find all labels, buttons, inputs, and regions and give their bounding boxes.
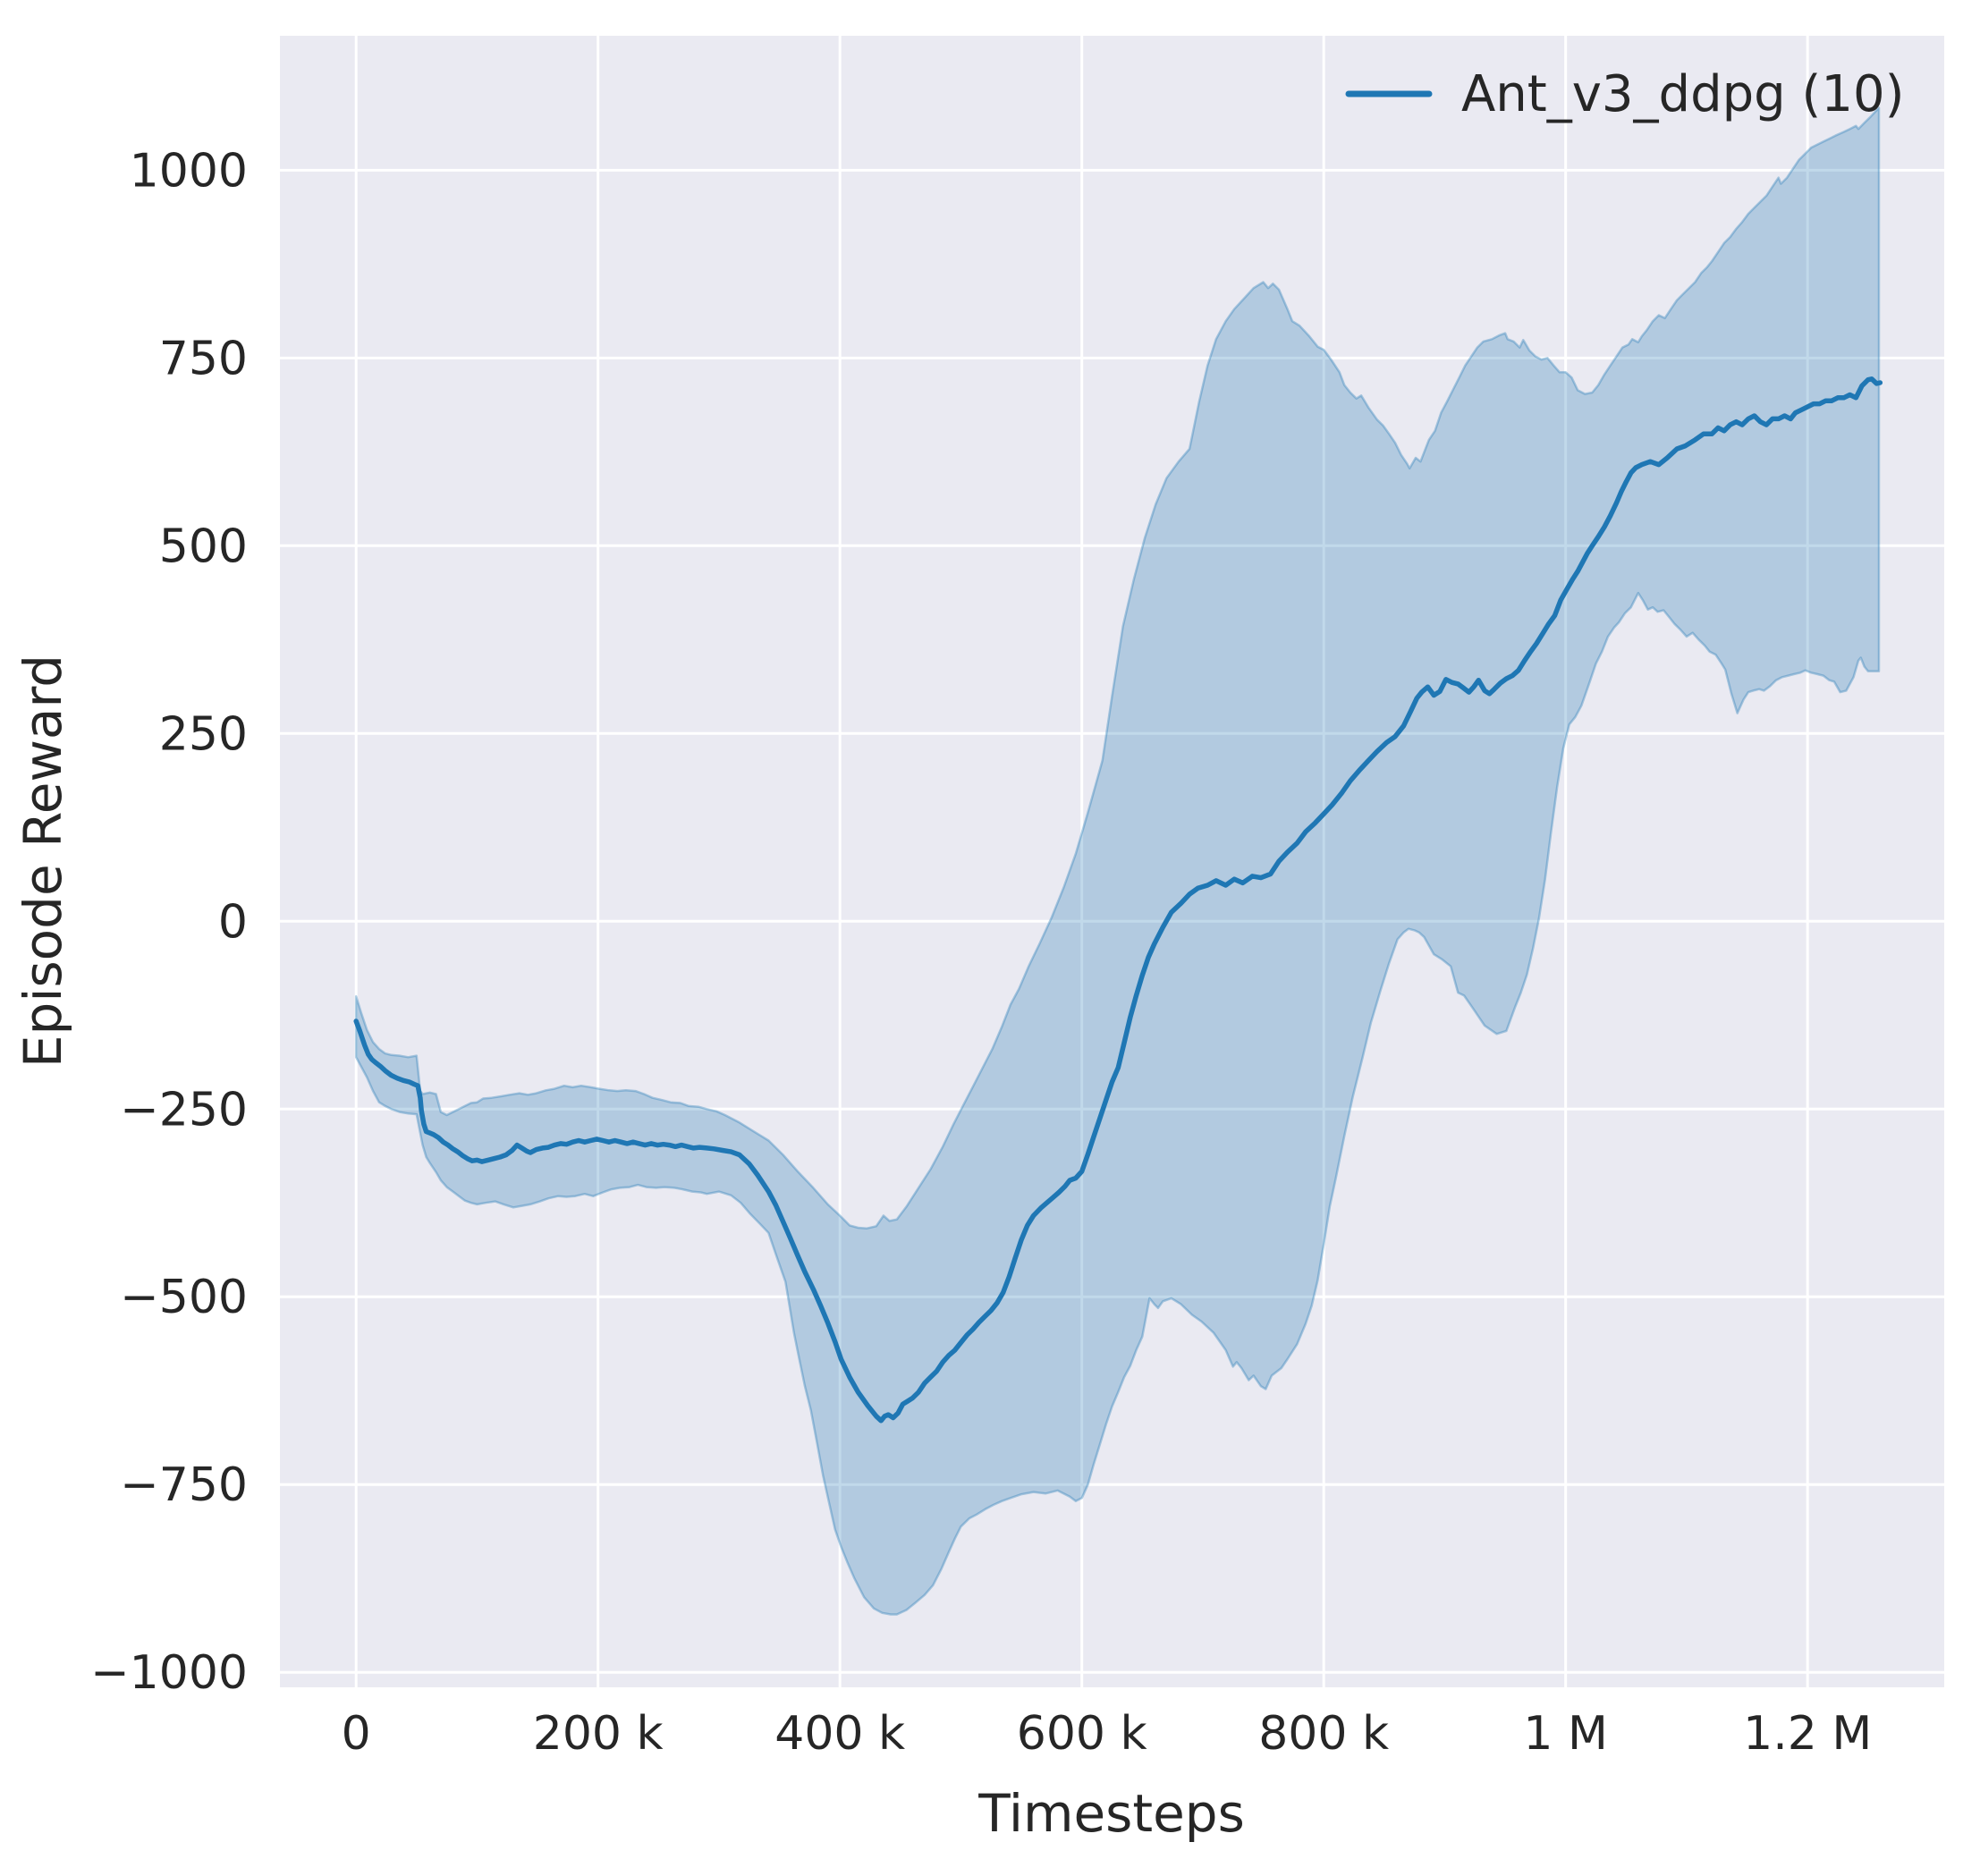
x-tick-label: 800 k bbox=[1258, 1707, 1389, 1761]
x-tick-label: 600 k bbox=[1017, 1707, 1147, 1761]
x-tick-label: 1.2 M bbox=[1743, 1707, 1872, 1761]
y-tick-label: 1000 bbox=[130, 144, 248, 198]
y-tick-label: −250 bbox=[120, 1083, 248, 1137]
confidence-band bbox=[354, 106, 1881, 1616]
x-tick-label: 200 k bbox=[533, 1707, 664, 1761]
x-tick-label: 400 k bbox=[774, 1707, 905, 1761]
y-tick-label: 250 bbox=[159, 707, 248, 761]
x-axis-label: Timesteps bbox=[977, 1783, 1245, 1844]
legend-label: Ant_v3_ddpg (10) bbox=[1461, 65, 1904, 123]
y-tick-label: −500 bbox=[120, 1271, 248, 1324]
y-axis-label: Episode Reward bbox=[13, 655, 73, 1068]
plot-background bbox=[280, 36, 1944, 1687]
y-tick-label: 500 bbox=[159, 520, 248, 573]
y-tick-label: −1000 bbox=[90, 1646, 248, 1700]
y-tick-label: 750 bbox=[159, 332, 248, 385]
x-tick-label: 1 M bbox=[1523, 1707, 1607, 1761]
y-tick-label: −750 bbox=[120, 1458, 248, 1512]
legend: Ant_v3_ddpg (10) bbox=[1345, 65, 1904, 123]
y-tick-label: 0 bbox=[218, 895, 248, 949]
x-tick-label: 0 bbox=[342, 1707, 371, 1761]
mean-line bbox=[353, 376, 1883, 1424]
gridlines bbox=[280, 36, 1944, 1687]
